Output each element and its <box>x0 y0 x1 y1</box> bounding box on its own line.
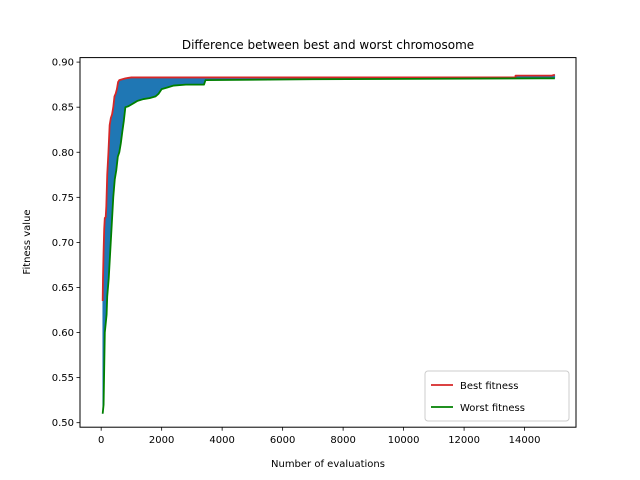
x-tick-label: 4000 <box>209 435 234 446</box>
chart-title: Difference between best and worst chromo… <box>182 38 474 52</box>
y-axis-label: Fitness value <box>22 209 33 274</box>
x-tick-label: 2000 <box>149 435 174 446</box>
y-tick-label: 0.60 <box>52 328 74 339</box>
x-axis: 0 2000 4000 6000 8000 10000 12000 14000 <box>98 427 541 446</box>
x-tick-label: 8000 <box>330 435 355 446</box>
y-tick-label: 0.50 <box>52 418 74 429</box>
legend-label-worst: Worst fitness <box>460 403 525 414</box>
legend-label-best: Best fitness <box>460 381 518 392</box>
worst-fitness-line <box>101 77 555 414</box>
x-tick-label: 12000 <box>448 435 480 446</box>
y-tick-label: 0.85 <box>52 103 74 114</box>
x-tick-label: 10000 <box>388 435 420 446</box>
legend-box <box>424 370 570 422</box>
x-tick-label: 14000 <box>509 435 541 446</box>
y-tick-label: 0.65 <box>52 283 74 294</box>
plot-area <box>101 73 556 414</box>
y-tick-label: 0.75 <box>52 193 74 204</box>
y-tick-label: 0.70 <box>52 238 74 249</box>
best-fitness-line <box>101 73 556 302</box>
x-tick-label: 0 <box>98 435 104 446</box>
y-axis: 0.50 0.55 0.60 0.65 0.70 0.75 0.80 0.85 0.90 <box>52 58 80 429</box>
x-tick-label: 6000 <box>270 435 295 446</box>
y-tick-label: 0.80 <box>52 148 74 159</box>
legend: Best fitness Worst fitness <box>424 370 570 422</box>
y-tick-label: 0.90 <box>52 58 74 69</box>
y-tick-label: 0.55 <box>52 373 74 384</box>
x-axis-label: Number of evaluations <box>271 459 385 470</box>
